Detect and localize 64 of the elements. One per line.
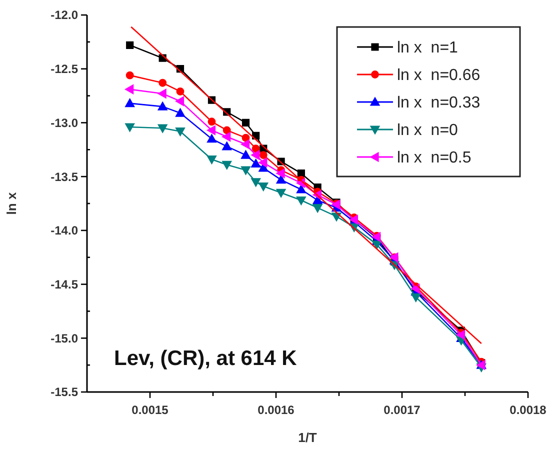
annotation: Lev, (CR), at 614 K bbox=[114, 347, 297, 370]
x-tick-label: 0.0016 bbox=[258, 403, 295, 417]
point bbox=[125, 98, 135, 108]
point bbox=[251, 158, 261, 168]
point bbox=[312, 204, 322, 213]
point bbox=[125, 123, 135, 132]
point bbox=[258, 163, 268, 172]
legend-label: ln x n=0.33 bbox=[397, 94, 480, 112]
x-axis-title: 1/T bbox=[298, 430, 317, 445]
legend-label: ln x n=0.5 bbox=[397, 150, 472, 167]
legend-label: ln x n=0.66 bbox=[397, 67, 480, 84]
point bbox=[251, 150, 260, 160]
point bbox=[456, 330, 466, 340]
x-tick-label: 0.0017 bbox=[384, 403, 421, 417]
point bbox=[206, 134, 217, 143]
x-tick-label: 0.0018 bbox=[510, 403, 547, 417]
point bbox=[175, 108, 186, 117]
y-tick-label: -13.0 bbox=[50, 116, 78, 130]
point bbox=[175, 128, 186, 136]
point bbox=[222, 160, 232, 170]
point bbox=[126, 71, 134, 80]
point bbox=[252, 144, 260, 153]
point bbox=[158, 88, 166, 98]
y-tick-label: -13.5 bbox=[50, 170, 78, 184]
point bbox=[208, 118, 216, 126]
point bbox=[222, 142, 232, 150]
point bbox=[222, 126, 231, 134]
point bbox=[125, 84, 134, 94]
point bbox=[251, 178, 261, 187]
point bbox=[126, 41, 134, 49]
y-tick-label: -14.5 bbox=[50, 277, 78, 292]
point bbox=[158, 78, 167, 87]
point bbox=[240, 139, 250, 150]
point bbox=[242, 118, 250, 127]
point bbox=[206, 156, 217, 164]
point bbox=[176, 88, 184, 96]
point bbox=[258, 182, 268, 192]
y-tick-label: -15.5 bbox=[50, 385, 78, 400]
y-tick-label: -12.0 bbox=[50, 8, 78, 22]
point bbox=[158, 102, 168, 110]
y-axis-title: ln x bbox=[4, 192, 19, 215]
y-tick-label: -14.0 bbox=[50, 224, 78, 238]
point bbox=[296, 196, 306, 206]
x-tick-label: 0.0015 bbox=[132, 403, 169, 417]
point bbox=[222, 132, 231, 142]
point bbox=[206, 125, 216, 136]
legend-label: ln x n=1 bbox=[397, 40, 458, 57]
point bbox=[297, 170, 305, 178]
point bbox=[258, 158, 268, 168]
point bbox=[175, 96, 184, 106]
y-tick-label: -15.0 bbox=[50, 331, 78, 346]
legend-label: ln x n=0 bbox=[397, 122, 458, 140]
y-tick-label: -12.5 bbox=[50, 62, 78, 76]
point bbox=[158, 124, 168, 133]
point bbox=[296, 184, 306, 194]
point bbox=[240, 166, 251, 175]
point bbox=[242, 134, 250, 142]
point bbox=[240, 150, 251, 159]
point bbox=[372, 240, 382, 250]
point bbox=[276, 168, 285, 178]
point bbox=[276, 175, 286, 184]
point bbox=[259, 151, 268, 159]
point bbox=[411, 293, 421, 302]
point bbox=[276, 188, 286, 198]
